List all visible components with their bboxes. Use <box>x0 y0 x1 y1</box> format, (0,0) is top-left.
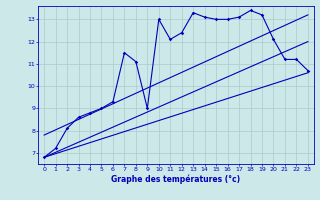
X-axis label: Graphe des températures (°c): Graphe des températures (°c) <box>111 174 241 184</box>
